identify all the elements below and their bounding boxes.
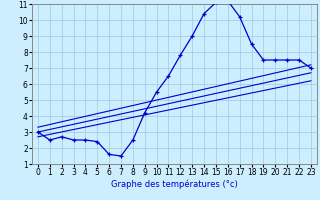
X-axis label: Graphe des températures (°c): Graphe des températures (°c) bbox=[111, 180, 238, 189]
